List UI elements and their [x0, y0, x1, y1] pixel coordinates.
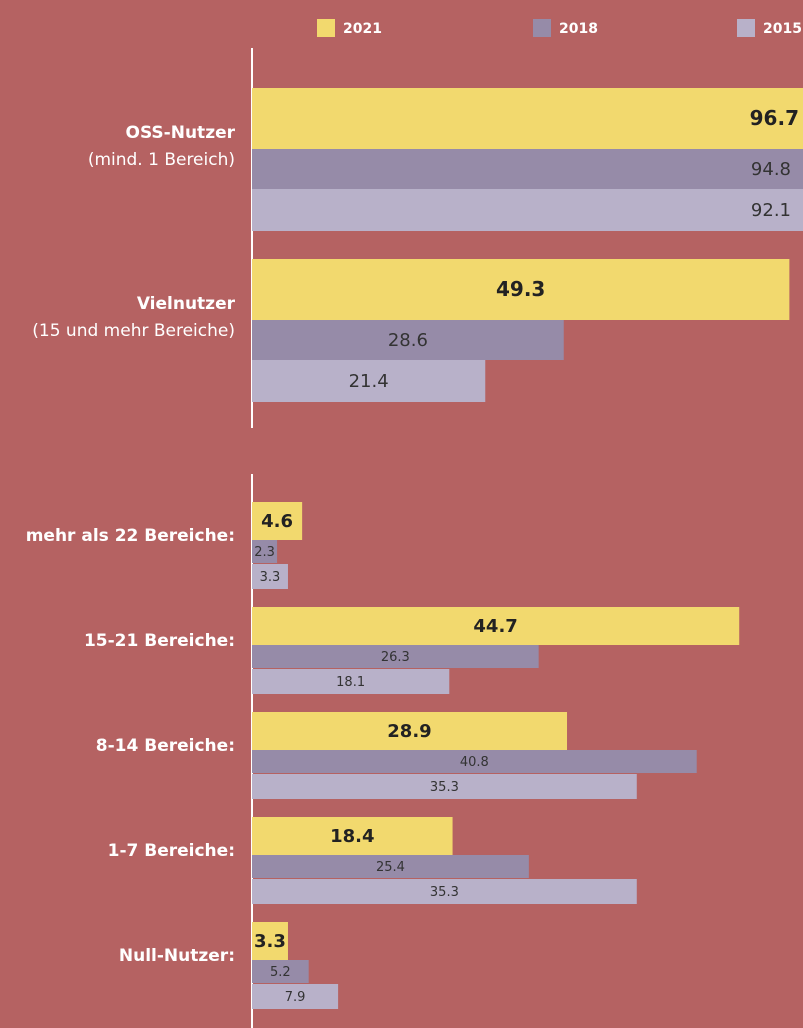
bar	[252, 922, 288, 960]
legend-label: 2021	[343, 21, 382, 37]
category-label: 1-7 Bereiche:	[108, 841, 235, 861]
value-label: 18.1	[336, 675, 365, 690]
bar	[252, 259, 790, 320]
bar	[252, 712, 568, 750]
bar	[252, 817, 453, 855]
value-label: 40.8	[460, 755, 489, 770]
value-label: 3.3	[260, 570, 281, 585]
bar	[252, 669, 450, 694]
category-label: Null-Nutzer:	[119, 946, 235, 966]
category-label: 8-14 Bereiche:	[96, 736, 235, 756]
bar	[252, 960, 309, 983]
value-label: 28.6	[388, 330, 428, 351]
legend-swatch	[737, 19, 755, 37]
value-label: 26.3	[381, 650, 410, 665]
bar	[252, 645, 539, 668]
bar	[252, 750, 697, 773]
bar	[252, 360, 486, 402]
value-label: 2.3	[254, 545, 275, 560]
category-label: Vielnutzer	[137, 294, 236, 314]
bar	[252, 879, 637, 904]
category-label: mehr als 22 Bereiche:	[26, 526, 235, 546]
value-label: 3.3	[254, 931, 286, 952]
bar	[252, 189, 803, 231]
bar	[252, 540, 278, 563]
bar	[252, 564, 288, 589]
value-label: 7.9	[285, 990, 306, 1005]
value-label: 21.4	[349, 371, 389, 392]
value-label: 92.1	[751, 200, 791, 221]
category-label: OSS-Nutzer	[126, 123, 236, 143]
bar	[252, 607, 740, 645]
value-label: 35.3	[430, 885, 459, 900]
bar	[252, 149, 803, 189]
bar	[252, 855, 529, 878]
value-label: 5.2	[270, 965, 291, 980]
bar	[252, 320, 564, 360]
legend-swatch	[317, 19, 335, 37]
value-label: 35.3	[430, 780, 459, 795]
bar	[252, 984, 339, 1009]
category-label: 15-21 Bereiche:	[84, 631, 235, 651]
category-sublabel: (15 und mehr Bereiche)	[32, 321, 235, 341]
bar	[252, 502, 303, 540]
value-label: 25.4	[376, 860, 405, 875]
value-label: 18.4	[330, 826, 374, 847]
legend-label: 2018	[559, 21, 598, 37]
value-label: 4.6	[261, 511, 293, 532]
category-sublabel: (mind. 1 Bereich)	[88, 150, 235, 170]
legend-swatch	[533, 19, 551, 37]
value-label: 28.9	[387, 721, 431, 742]
bar	[252, 88, 803, 149]
value-label: 49.3	[496, 277, 545, 301]
value-label: 96.7	[750, 106, 799, 130]
bar	[252, 774, 637, 799]
value-label: 94.8	[751, 159, 791, 180]
value-label: 44.7	[473, 616, 517, 637]
legend-label: 2015	[763, 21, 802, 37]
